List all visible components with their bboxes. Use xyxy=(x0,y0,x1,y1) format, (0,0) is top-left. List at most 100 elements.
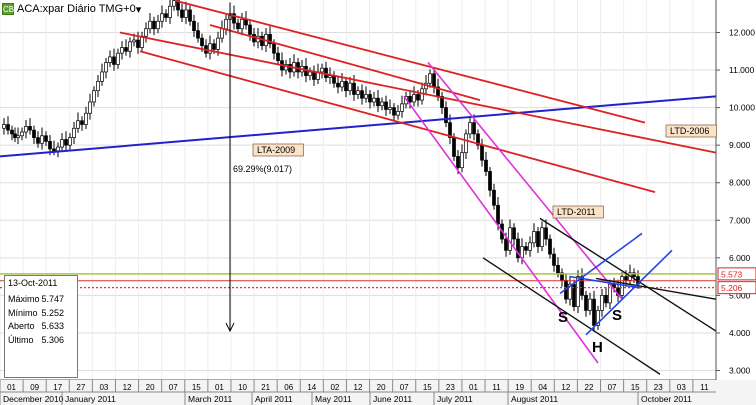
candle-body xyxy=(480,144,484,161)
info-row-open: Aberto 5.633 xyxy=(8,320,74,334)
candle-body xyxy=(84,112,88,125)
y-tick-label: 10.000 xyxy=(729,103,755,113)
candle-body xyxy=(220,28,224,39)
candle-body xyxy=(312,71,316,80)
candle-body xyxy=(504,238,508,251)
info-row-min: Mínimo 5.252 xyxy=(8,307,74,321)
candle-body xyxy=(484,159,488,172)
x-day-label: 22 xyxy=(585,383,594,392)
y-tick-label: 11.000 xyxy=(729,65,755,75)
candle-body xyxy=(552,253,556,266)
pattern-label-shoulder-left: S xyxy=(558,309,568,326)
candle-body xyxy=(36,137,40,144)
candle-body xyxy=(272,43,276,54)
x-day-label: 14 xyxy=(307,383,316,392)
price-tag-box xyxy=(717,267,756,281)
candle-body xyxy=(468,122,472,135)
x-month-label: March 2011 xyxy=(188,394,233,404)
candle-body xyxy=(532,231,536,244)
candle-body xyxy=(472,122,476,135)
candle-body xyxy=(540,227,544,247)
label-ltd-2011: LTD-2011 xyxy=(552,205,604,219)
info-value: 5.306 xyxy=(41,334,64,345)
x-day-label: 02 xyxy=(330,383,339,392)
candle-body xyxy=(96,80,100,92)
candle-body xyxy=(32,129,36,139)
x-day-label: 04 xyxy=(538,383,547,392)
x-month-label: April 2011 xyxy=(255,394,293,404)
chart-header[interactable]: CB ACA:xpar Diário TMG+0 ▾ xyxy=(2,2,144,16)
chevron-down-icon[interactable]: ▾ xyxy=(135,3,142,16)
candle-body xyxy=(340,80,344,88)
trendline-black-channel xyxy=(482,257,661,375)
ohlc-info-box: 13-Oct-2011 Máximo 5.747 Mínimo 5.252 Ab… xyxy=(4,275,78,378)
x-day-label: 12 xyxy=(123,383,132,392)
y-tick-label: 5.000 xyxy=(729,290,751,300)
x-month-label: October 2011 xyxy=(641,394,692,404)
candle-body xyxy=(172,0,176,7)
candle-body xyxy=(164,13,168,18)
y-tick-label: 6.000 xyxy=(729,253,751,263)
candle-body xyxy=(324,67,328,78)
candle-body xyxy=(112,56,116,65)
info-label: Último xyxy=(8,334,34,345)
candle-body xyxy=(380,101,384,107)
pattern-label-shoulder-right: S xyxy=(612,307,622,324)
candle-body xyxy=(336,82,340,88)
candle-body xyxy=(460,152,464,169)
chart-app-icon: CB xyxy=(2,3,15,15)
candle-body xyxy=(188,9,192,22)
candle-body xyxy=(132,39,136,43)
x-month-label: June 2011 xyxy=(373,394,412,404)
candle-body xyxy=(248,24,252,35)
candle-body xyxy=(136,39,140,48)
x-day-label: 06 xyxy=(284,383,293,392)
label-ltd-2006: LTD-2006 xyxy=(665,124,717,138)
candle-body xyxy=(396,111,400,116)
x-day-label: 21 xyxy=(261,383,270,392)
candle-body xyxy=(128,41,132,52)
candle-body xyxy=(392,107,396,116)
candle-body xyxy=(116,52,120,65)
candle-body xyxy=(432,73,436,88)
x-day-label: 10 xyxy=(238,383,247,392)
candle-body xyxy=(452,137,456,157)
y-tick-label: 8.000 xyxy=(729,178,751,188)
candle-body xyxy=(88,101,92,114)
candle-body xyxy=(13,133,17,139)
y-tick-label: 7.000 xyxy=(729,215,751,225)
candle-body xyxy=(368,94,372,103)
x-day-label: 23 xyxy=(446,383,455,392)
candle-body xyxy=(268,34,272,45)
candle-body xyxy=(20,131,24,137)
candle-body xyxy=(240,19,244,30)
candle-body xyxy=(104,62,108,73)
trendline-red-ltd xyxy=(139,50,656,193)
candle-body xyxy=(620,276,624,296)
candle-body xyxy=(456,156,460,169)
candle-body xyxy=(308,71,312,77)
candle-body xyxy=(196,30,200,39)
candle-body xyxy=(536,231,540,247)
candle-body xyxy=(516,238,520,259)
candle-body xyxy=(576,276,580,308)
candle-body xyxy=(356,90,360,95)
candle-body xyxy=(412,94,416,103)
candle-body xyxy=(208,43,212,54)
info-row-max: Máximo 5.747 xyxy=(8,293,74,307)
candle-body xyxy=(600,295,604,311)
candle-body xyxy=(184,9,188,18)
candle-body xyxy=(364,94,368,99)
x-day-label: 12 xyxy=(561,383,570,392)
x-month-label: May 2011 xyxy=(315,394,352,404)
y-tick-label: 4.000 xyxy=(729,328,751,338)
candle-body xyxy=(124,47,128,52)
candle-body xyxy=(496,204,500,225)
candle-body xyxy=(296,62,300,73)
candle-body xyxy=(556,264,560,274)
info-label: Aberto xyxy=(8,321,35,331)
candle-body xyxy=(260,35,264,46)
x-day-label: 01 xyxy=(215,383,224,392)
x-day-label: 19 xyxy=(515,383,524,392)
